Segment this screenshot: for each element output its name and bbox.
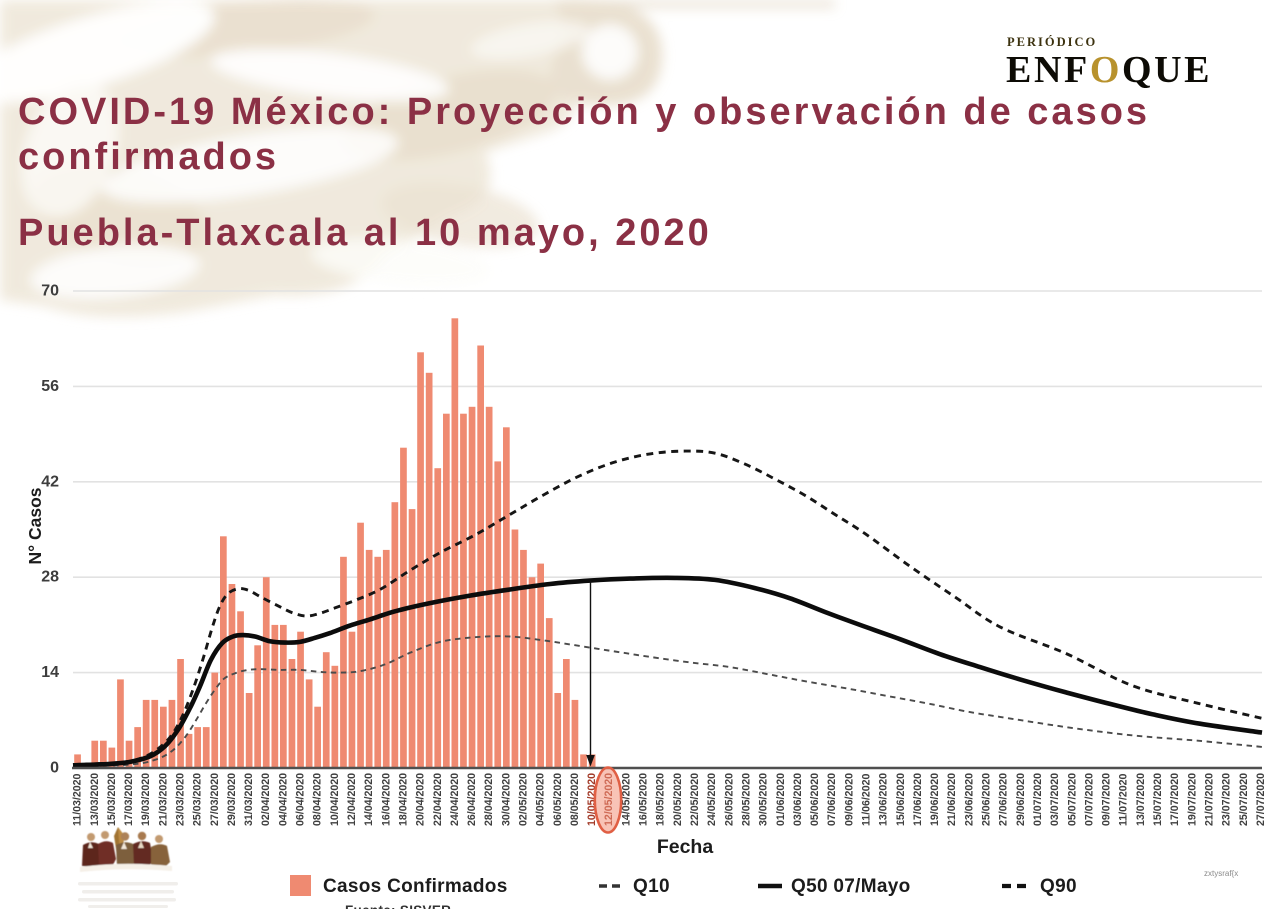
svg-text:15/07/2020: 15/07/2020: [1152, 773, 1164, 826]
svg-text:17/06/2020: 17/06/2020: [912, 773, 924, 826]
svg-text:23/06/2020: 23/06/2020: [963, 773, 975, 826]
svg-text:18/04/2020: 18/04/2020: [397, 773, 409, 826]
svg-text:20/05/2020: 20/05/2020: [672, 773, 684, 826]
svg-text:Fecha: Fecha: [657, 836, 714, 858]
svg-text:22/04/2020: 22/04/2020: [432, 773, 444, 826]
svg-text:23/03/2020: 23/03/2020: [175, 773, 187, 826]
svg-text:19/07/2020: 19/07/2020: [1186, 773, 1198, 826]
svg-text:30/04/2020: 30/04/2020: [500, 773, 512, 826]
svg-text:Casos Confirmados: Casos Confirmados: [323, 876, 508, 897]
svg-text:02/05/2020: 02/05/2020: [518, 773, 530, 826]
svg-text:19/06/2020: 19/06/2020: [929, 773, 941, 826]
svg-text:05/07/2020: 05/07/2020: [1066, 773, 1078, 826]
svg-text:27/06/2020: 27/06/2020: [998, 773, 1010, 826]
svg-text:56: 56: [41, 378, 59, 395]
svg-text:22/05/2020: 22/05/2020: [689, 773, 701, 826]
svg-text:14/04/2020: 14/04/2020: [363, 773, 375, 826]
svg-text:15/06/2020: 15/06/2020: [895, 773, 907, 826]
svg-text:03/07/2020: 03/07/2020: [1049, 773, 1061, 826]
svg-text:07/06/2020: 07/06/2020: [826, 773, 838, 826]
svg-text:23/07/2020: 23/07/2020: [1221, 773, 1233, 826]
svg-text:14/05/2020: 14/05/2020: [620, 773, 632, 826]
svg-text:06/05/2020: 06/05/2020: [552, 773, 564, 826]
svg-text:25/03/2020: 25/03/2020: [192, 773, 204, 826]
svg-text:06/04/2020: 06/04/2020: [295, 773, 307, 826]
svg-text:03/06/2020: 03/06/2020: [792, 773, 804, 826]
svg-text:04/05/2020: 04/05/2020: [535, 773, 547, 826]
svg-text:28/05/2020: 28/05/2020: [740, 773, 752, 826]
svg-text:Q10: Q10: [633, 876, 670, 897]
svg-text:11/06/2020: 11/06/2020: [861, 773, 873, 826]
svg-text:21/07/2020: 21/07/2020: [1204, 773, 1216, 826]
svg-text:26/04/2020: 26/04/2020: [466, 773, 478, 826]
svg-text:24/05/2020: 24/05/2020: [706, 773, 718, 826]
svg-text:27/03/2020: 27/03/2020: [209, 773, 221, 826]
svg-text:29/06/2020: 29/06/2020: [1015, 773, 1027, 826]
svg-text:04/04/2020: 04/04/2020: [277, 773, 289, 826]
svg-text:12/04/2020: 12/04/2020: [346, 773, 358, 826]
svg-text:25/06/2020: 25/06/2020: [981, 773, 993, 826]
svg-text:01/07/2020: 01/07/2020: [1032, 773, 1044, 826]
svg-text:21/03/2020: 21/03/2020: [157, 773, 169, 826]
svg-text:09/06/2020: 09/06/2020: [843, 773, 855, 826]
svg-text:27/07/2020: 27/07/2020: [1255, 773, 1267, 826]
svg-text:09/07/2020: 09/07/2020: [1101, 773, 1113, 826]
svg-text:17/03/2020: 17/03/2020: [123, 773, 135, 826]
svg-text:10/04/2020: 10/04/2020: [329, 773, 341, 826]
svg-text:17/07/2020: 17/07/2020: [1169, 773, 1181, 826]
svg-text:70: 70: [41, 283, 59, 300]
svg-text:13/03/2020: 13/03/2020: [89, 773, 101, 826]
svg-text:07/07/2020: 07/07/2020: [1083, 773, 1095, 826]
svg-text:Q90: Q90: [1040, 876, 1077, 897]
svg-text:18/05/2020: 18/05/2020: [655, 773, 667, 826]
svg-text:21/06/2020: 21/06/2020: [946, 773, 958, 826]
svg-text:05/06/2020: 05/06/2020: [809, 773, 821, 826]
svg-text:N° Casos: N° Casos: [25, 487, 45, 564]
svg-text:08/04/2020: 08/04/2020: [312, 773, 324, 826]
svg-text:29/03/2020: 29/03/2020: [226, 773, 238, 826]
svg-text:28/04/2020: 28/04/2020: [483, 773, 495, 826]
svg-text:16/04/2020: 16/04/2020: [380, 773, 392, 826]
svg-text:02/04/2020: 02/04/2020: [260, 773, 272, 826]
svg-text:14: 14: [41, 664, 59, 681]
svg-text:30/05/2020: 30/05/2020: [758, 773, 770, 826]
svg-text:25/07/2020: 25/07/2020: [1238, 773, 1250, 826]
svg-text:11/03/2020: 11/03/2020: [72, 773, 84, 826]
svg-text:42: 42: [41, 473, 59, 490]
svg-text:0: 0: [50, 760, 59, 777]
svg-text:08/05/2020: 08/05/2020: [569, 773, 581, 826]
svg-text:16/05/2020: 16/05/2020: [638, 773, 650, 826]
svg-text:13/07/2020: 13/07/2020: [1135, 773, 1147, 826]
svg-text:15/03/2020: 15/03/2020: [106, 773, 118, 826]
svg-text:zxtysraf{x: zxtysraf{x: [1204, 869, 1238, 878]
svg-text:19/03/2020: 19/03/2020: [140, 773, 152, 826]
svg-text:20/04/2020: 20/04/2020: [415, 773, 427, 826]
svg-text:13/06/2020: 13/06/2020: [878, 773, 890, 826]
svg-text:24/04/2020: 24/04/2020: [449, 773, 461, 826]
svg-text:01/06/2020: 01/06/2020: [775, 773, 787, 826]
svg-text:11/07/2020: 11/07/2020: [1118, 773, 1130, 826]
svg-text:26/05/2020: 26/05/2020: [723, 773, 735, 826]
svg-text:Fuente: SISVER: Fuente: SISVER: [345, 903, 451, 909]
svg-text:Q50 07/Mayo: Q50 07/Mayo: [791, 876, 910, 897]
svg-text:31/03/2020: 31/03/2020: [243, 773, 255, 826]
svg-text:28: 28: [41, 569, 59, 586]
